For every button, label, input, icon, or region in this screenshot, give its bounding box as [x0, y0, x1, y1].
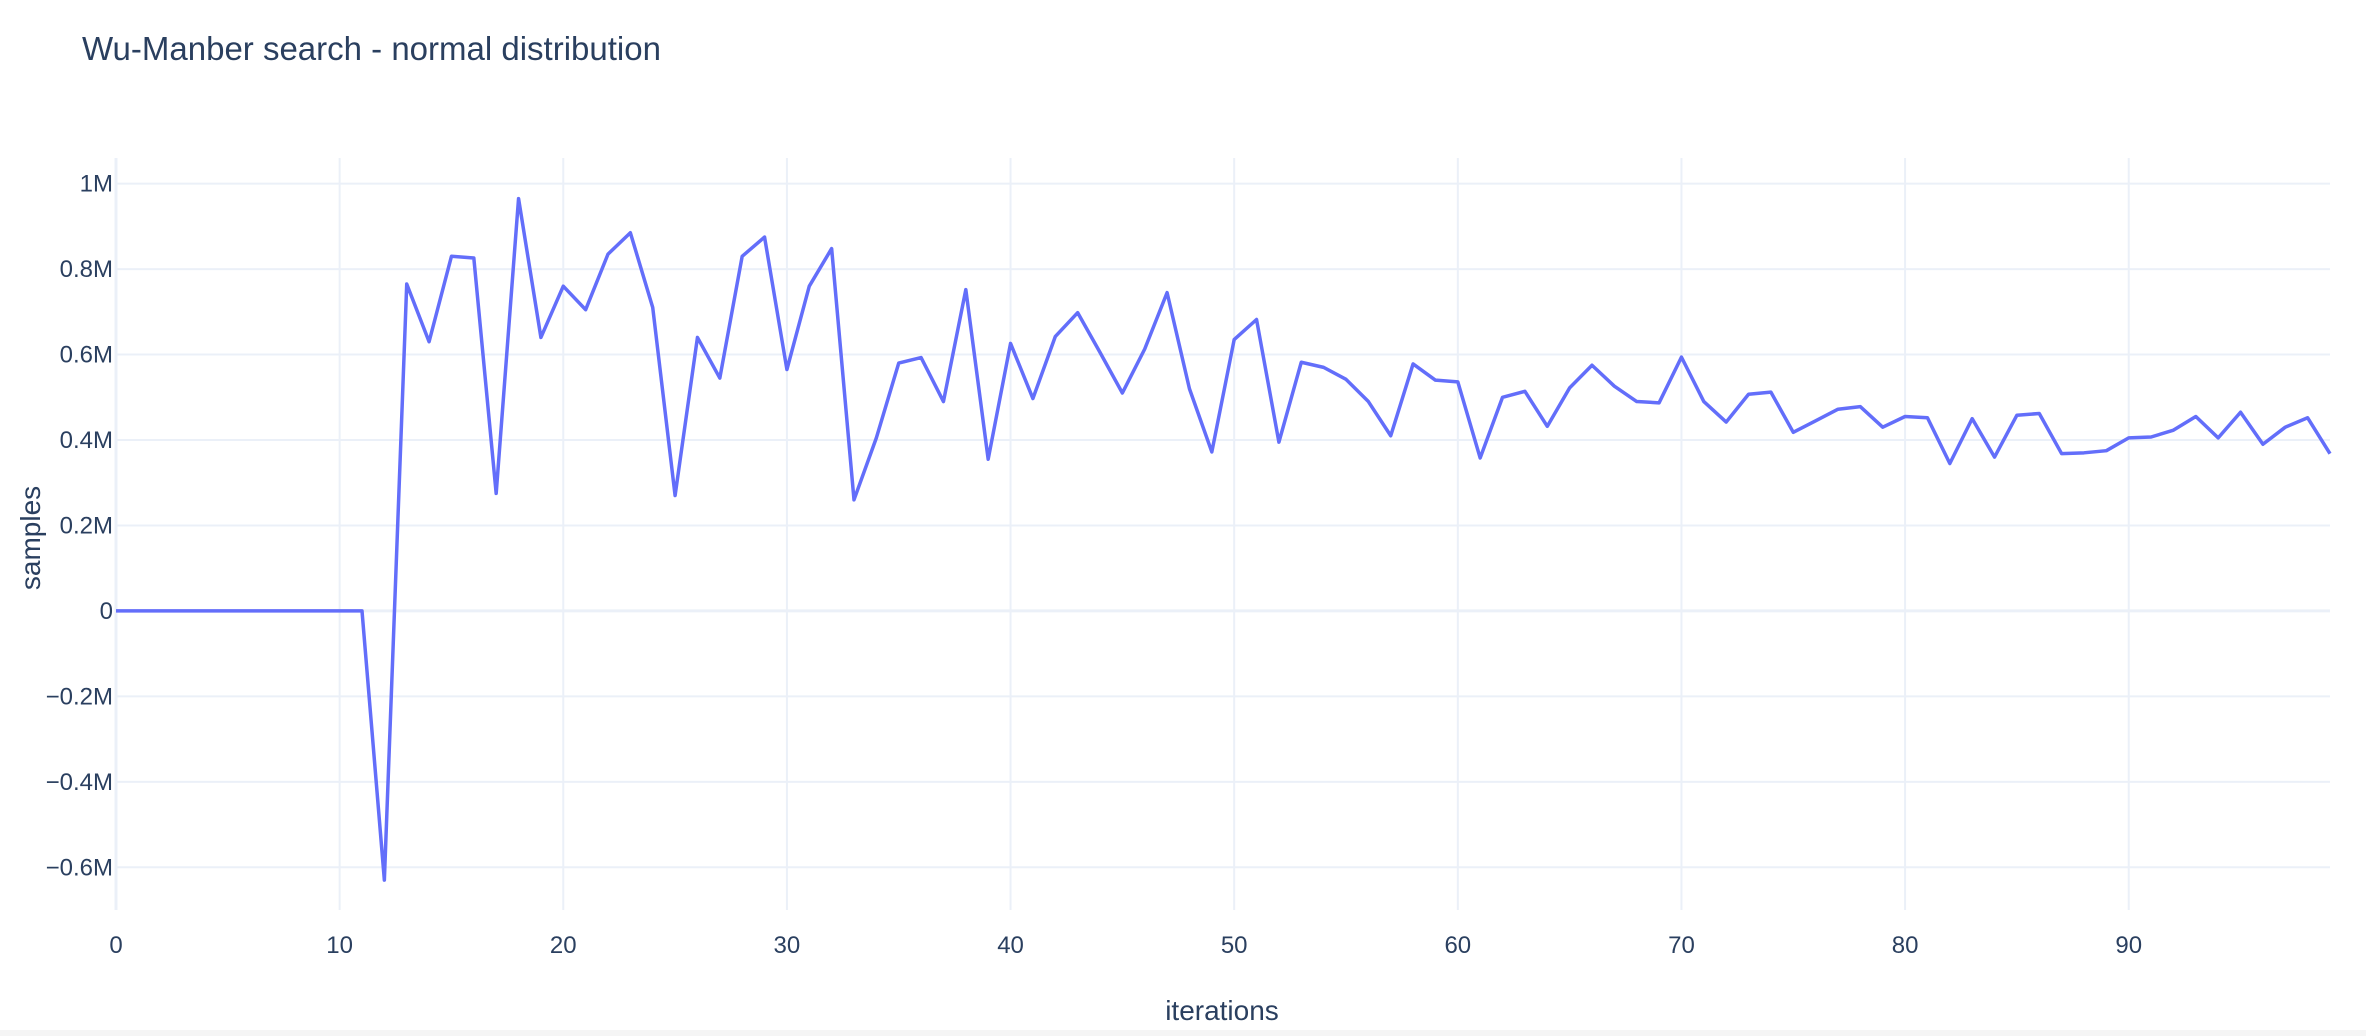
y-tick-label: 0 — [100, 598, 113, 625]
x-tick-label: 10 — [326, 932, 353, 959]
y-tick-label: −0.4M — [46, 769, 113, 796]
x-axis-title: iterations — [1165, 995, 1279, 1026]
series-layer — [116, 196, 2332, 882]
x-tick-label: 90 — [2115, 932, 2142, 959]
x-tick-label: 30 — [774, 932, 801, 959]
chart-title: Wu-Manber search - normal distribution — [82, 30, 661, 67]
x-tick-label: 40 — [997, 932, 1024, 959]
y-tick-label: −0.6M — [46, 854, 113, 881]
x-tick-label: 0 — [109, 932, 122, 959]
x-tick-label: 80 — [1892, 932, 1919, 959]
series-line — [116, 196, 2332, 882]
x-tick-label: 60 — [1444, 932, 1471, 959]
x-tick-label: 50 — [1221, 932, 1248, 959]
y-tick-label: 1M — [80, 171, 113, 198]
y-axis-title: samples — [15, 486, 46, 590]
y-tick-label: −0.2M — [46, 683, 113, 710]
x-axis-ticks: 0 10 20 30 40 50 60 70 80 90 — [109, 932, 2142, 959]
x-tick-label: 70 — [1668, 932, 1695, 959]
y-tick-label: 0.2M — [60, 512, 113, 539]
grid-layer — [114, 158, 2330, 910]
x-tick-label: 20 — [550, 932, 577, 959]
y-tick-label: 0.8M — [60, 256, 113, 283]
y-axis-ticks: −0.6M −0.4M −0.2M 0 0.2M 0.4M 0.6M 0.8M 1M — [46, 171, 113, 882]
y-tick-label: 0.6M — [60, 342, 113, 369]
bottom-band — [0, 1030, 2366, 1036]
y-tick-label: 0.4M — [60, 427, 113, 454]
